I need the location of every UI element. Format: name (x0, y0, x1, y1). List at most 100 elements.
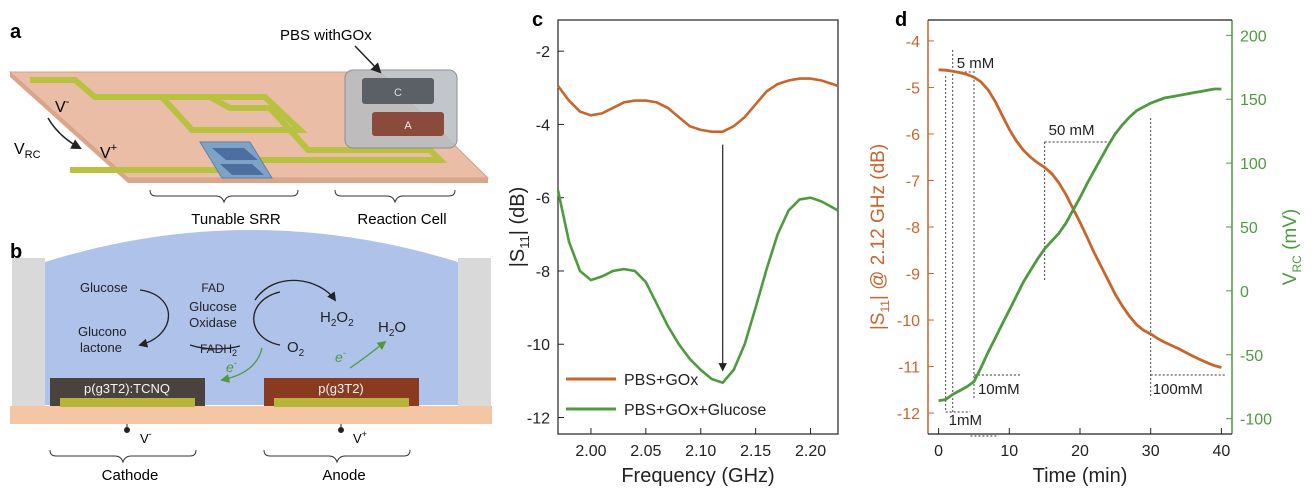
gox-label-2: Oxidase (189, 315, 237, 330)
glucono-label-2: lactone (80, 340, 122, 355)
d-label-10mm: 10mM (978, 381, 1020, 398)
c-series-line-pbs-gox-glucose (556, 190, 839, 385)
b-substrate (10, 406, 492, 424)
d-ytick-left-label: -9 (906, 267, 920, 284)
substrate-edge-front (128, 178, 488, 183)
anode-material: p(g3T2) (318, 381, 364, 396)
d-series-line-s11 (938, 68, 1222, 369)
fadh2-label: FADH2 (200, 342, 237, 358)
d-y-axis-right-label: VRC (mV) (1280, 209, 1304, 285)
d-xtick-label: 40 (1212, 443, 1230, 460)
d-ytick-right-label: -100 (1240, 412, 1272, 429)
b-terminals (124, 424, 344, 433)
d-x-axis-label: Time (min) (1033, 465, 1128, 487)
panel-b: b p(g3T2):TCNQ p(g3T2) Glucose Glucono l… (10, 230, 492, 484)
b-vminus: V- (140, 429, 152, 446)
caption-cell: Reaction Cell (357, 211, 446, 228)
electron-label-left: e- (226, 358, 237, 375)
substrate-edge (10, 72, 128, 183)
left-wall (12, 258, 45, 408)
d-ytick-right-label: -50 (1240, 348, 1263, 365)
c-y-axis-label: |S11| (dB) (507, 187, 532, 268)
c-ytick-label: -4 (536, 117, 550, 134)
reaction-cell: C A (344, 69, 458, 149)
d-xtick-label: 30 (1142, 443, 1160, 460)
fad-label: FAD (201, 281, 225, 295)
reaction-labels: Glucose Glucono lactone FAD Glucose Oxid… (78, 280, 406, 375)
electron-arrows (220, 340, 387, 383)
d-series-line-vrc (938, 87, 1222, 403)
c-xtick-label: 2.05 (630, 443, 661, 460)
d-y-axis-left-label: |S11| @ 2.12 GHz (dB) (868, 144, 892, 330)
d-ytick-left-label: -8 (906, 220, 920, 237)
electrolyte-dome (45, 230, 458, 405)
d-xtick-label: 10 (1000, 443, 1018, 460)
cathode-material: p(g3T2):TCNQ (84, 381, 170, 396)
c-xtick-label: 2.00 (575, 443, 606, 460)
d-ytick-left-label: -4 (906, 34, 920, 51)
c-ytick-label: -6 (536, 191, 550, 208)
panel-a-letter: a (10, 21, 22, 43)
cell-anode-pad (372, 112, 444, 136)
d-ytick-left-label: -12 (897, 406, 920, 423)
reaction-arrows (138, 279, 337, 350)
d-ytick-left-label: -10 (897, 313, 920, 330)
c-xtick-label: 2.20 (795, 443, 826, 460)
glucose-label: Glucose (80, 280, 128, 295)
c-ytick-label: -12 (527, 411, 550, 428)
right-wall (458, 258, 491, 408)
d-ytick-right-label: 150 (1240, 92, 1267, 109)
d-ytick-left-label: -6 (906, 127, 920, 144)
brace-anode (263, 449, 411, 464)
cell-a-label: A (404, 120, 412, 132)
cathode-electrode (60, 398, 195, 407)
caption-srr: Tunable SRR (191, 211, 281, 228)
d-ytick-right-label: 0 (1240, 284, 1249, 301)
cell-cathode-pad (362, 78, 434, 104)
c-xtick-label: 2.10 (685, 443, 716, 460)
panel-c: c 2.00 2.05 2.10 2.15 2.20 -2 -4 -6 -8 -10 -12 PBS+… (507, 9, 839, 487)
c-ytick-label: -10 (527, 337, 550, 354)
d-label-100mm: 100mM (1153, 381, 1203, 398)
d-ytick-left-label: -7 (906, 173, 920, 190)
c-ytick-label: -8 (536, 264, 550, 281)
panel-a: a C A PBS withGOx V- VRC V+ Tun (8, 21, 490, 228)
d-xtick-label: 0 (934, 443, 943, 460)
srr-varactor (199, 141, 273, 179)
panel-b-letter: b (10, 241, 22, 263)
c-ytick-label: -2 (536, 44, 550, 61)
d-label-5mm: 5 mM (957, 55, 995, 72)
d-ytick-right-label: 200 (1240, 28, 1267, 45)
h2o-label: H2O (378, 319, 406, 339)
d-ytick-right-label: 50 (1240, 220, 1258, 237)
d-ytick-left-label: -11 (898, 360, 920, 377)
a-vplus: V+ (100, 142, 117, 162)
a-vrc: VRC (14, 141, 41, 161)
brace-cathode (49, 449, 197, 464)
a-vminus: V- (55, 96, 70, 116)
b-vplus: V+ (353, 429, 367, 446)
d-label-1mm: 1mM (949, 412, 982, 429)
brace-srr (149, 189, 299, 204)
cell-c-label: C (394, 87, 402, 99)
callout-label: PBS withGOx (280, 27, 372, 44)
d-xtick-label: 20 (1071, 443, 1089, 460)
electron-label-right: e- (335, 348, 346, 365)
a-voltage-arrow (47, 117, 82, 149)
glucono-label-1: Glucono (78, 324, 126, 339)
srr-traces (30, 77, 448, 179)
c-xtick-label: 2.15 (740, 443, 771, 460)
c-legend-label: PBS+GOx+Glucose (624, 402, 766, 419)
anode-caption: Anode (322, 467, 365, 484)
cathode-caption: Cathode (102, 467, 159, 484)
c-series-line-pbs-gox (556, 77, 839, 133)
c-legend-label: PBS+GOx (624, 372, 698, 389)
c-x-axis-label: Frequency (GHz) (621, 465, 774, 487)
panel-d-letter: d (895, 9, 907, 31)
d-ytick-right-label: 100 (1240, 156, 1267, 173)
panel-d: d 0 10 20 30 40 -4 -5 -6 -7 -8 -9 -10 -11 -12 200 150 10… (868, 9, 1304, 487)
callout-arrow (354, 45, 382, 74)
brace-cell (334, 189, 456, 204)
d-ytick-left-label: -5 (906, 80, 920, 97)
